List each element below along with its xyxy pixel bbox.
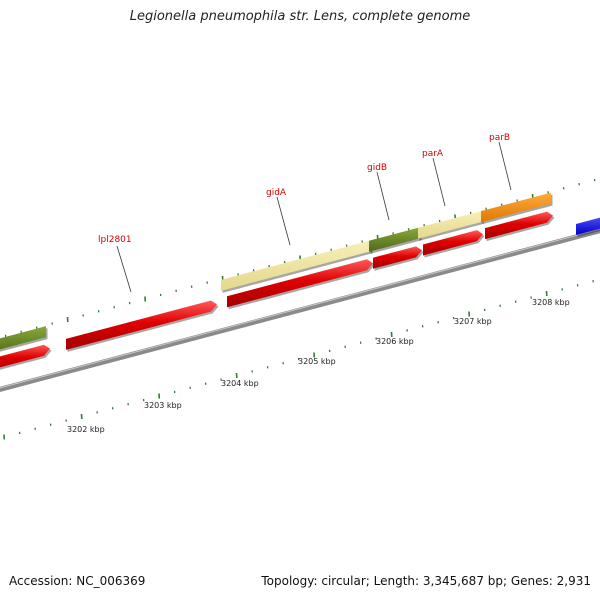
gene-label-lpl2801: lpl2801: [98, 235, 132, 245]
gene-label-gidB: gidB: [367, 163, 387, 173]
feature-gidB-region: [369, 227, 420, 252]
cds-blue-right: [576, 217, 600, 235]
gene-label-parA: parA: [422, 149, 444, 159]
cds-left: [0, 344, 50, 368]
tick-label-3208: 3208 kbp: [532, 298, 570, 307]
cds-lpl2801: [66, 300, 217, 350]
gene-label-pointers: [116, 141, 512, 293]
pointer-lpl2801: [116, 245, 132, 293]
cds-parA: [423, 230, 483, 256]
feature-parA-region: [418, 210, 482, 239]
genome-summary-text: Topology: circular; Length: 3,345,687 bp…: [261, 574, 591, 588]
pointer-parB: [498, 141, 512, 191]
gene-labels: lpl2801 gidA gidB parA parB: [98, 133, 510, 245]
tick-label-3207: 3207 kbp: [454, 317, 492, 326]
tick-label-3205: 3205 kbp: [298, 357, 336, 366]
inner-tick-row: [3, 280, 594, 440]
feature-gidA-region: [221, 240, 371, 291]
feature-layer: [0, 192, 600, 370]
pointer-parA: [432, 157, 446, 207]
feature-olive-left: [0, 326, 46, 350]
tick-label-3202: 3202 kbp: [67, 425, 105, 434]
genome-backbone: [0, 228, 600, 392]
pointer-gidB: [376, 171, 390, 221]
kbp-tick-labels: 3202 kbp 3203 kbp 3204 kbp 3205 kbp 3206…: [67, 298, 570, 434]
map-title: Legionella pneumophila str. Lens, comple…: [129, 9, 471, 24]
genome-backbone-highlight: [0, 228, 600, 389]
gene-label-gidA: gidA: [266, 188, 287, 198]
outer-tick-row: [4, 178, 596, 338]
cds-gidB: [373, 246, 422, 269]
cds-gidA: [227, 259, 373, 308]
gene-label-parB: parB: [489, 133, 510, 143]
cds-parB: [485, 211, 553, 240]
pointer-gidA: [276, 196, 291, 246]
tick-label-3204: 3204 kbp: [221, 379, 259, 388]
tick-label-3203: 3203 kbp: [144, 401, 182, 410]
accession-text: Accession: NC_006369: [9, 574, 146, 588]
feature-parB-region: [481, 192, 551, 223]
tick-label-3206: 3206 kbp: [376, 337, 414, 346]
